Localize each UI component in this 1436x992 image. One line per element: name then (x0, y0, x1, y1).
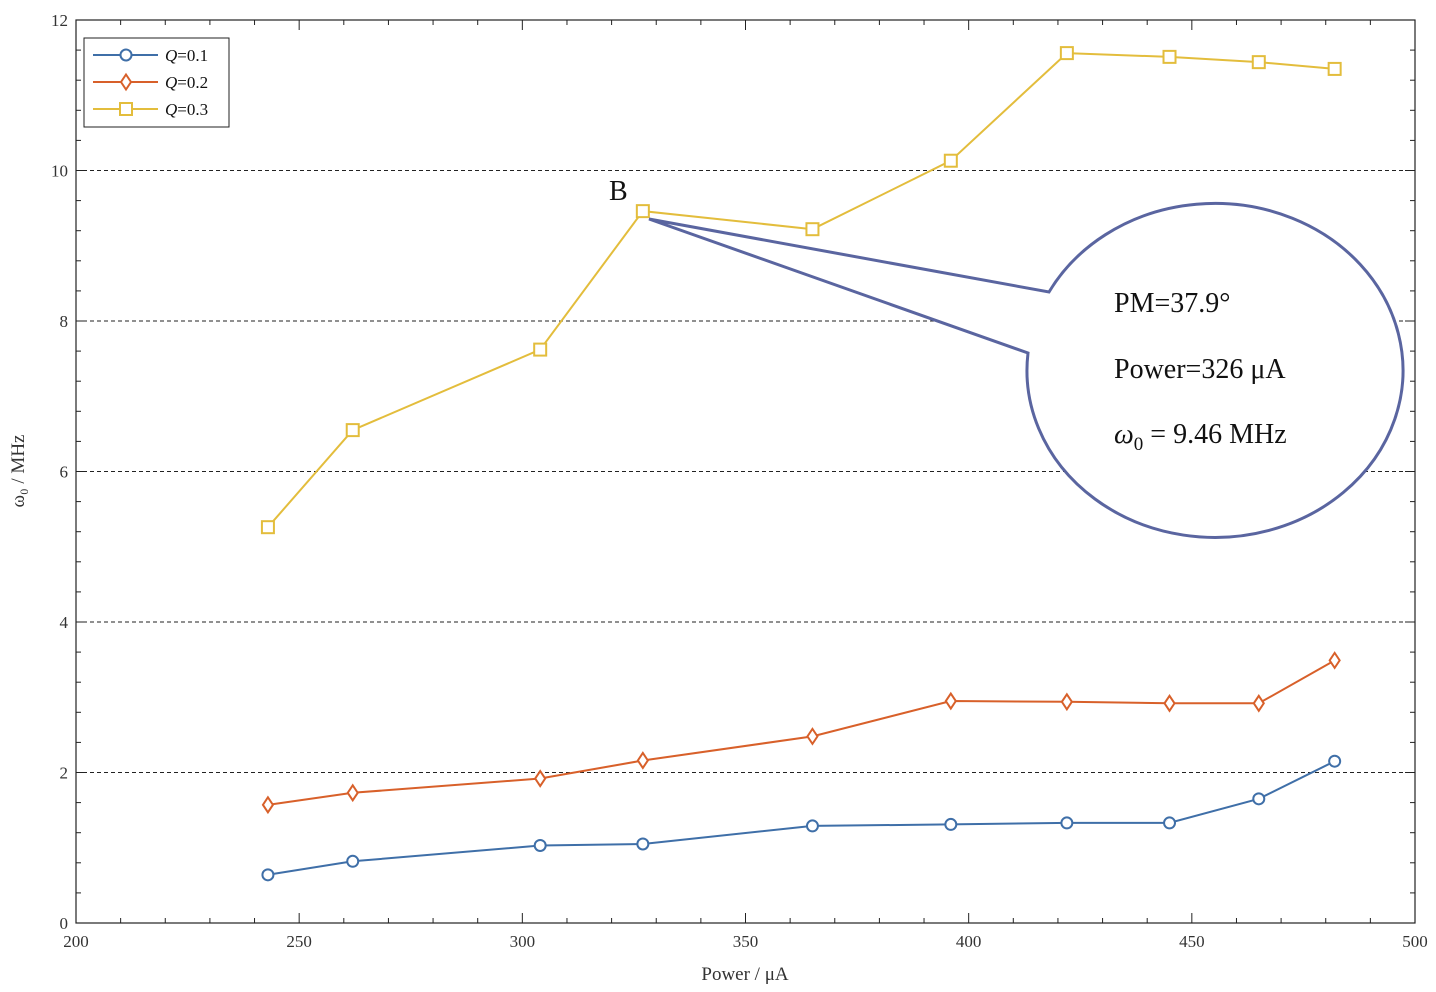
legend-marker-3 (119, 102, 133, 116)
callout-line-pm: PM=37.9° (1114, 288, 1230, 319)
y-tick-label-8: 8 (60, 312, 69, 331)
y-axis-title: ω₀ / MHz (8, 435, 29, 508)
y-tick-label-6: 6 (60, 463, 69, 482)
data-point-2-5 (806, 727, 819, 746)
series-line-2 (267, 659, 1336, 806)
data-point-2-10 (1328, 651, 1341, 670)
series-1 (261, 754, 1342, 882)
y-tick-label-12: 12 (51, 11, 68, 30)
data-point-3-10 (1327, 61, 1342, 76)
series-line-1 (267, 760, 1336, 876)
data-point-2-3 (533, 769, 547, 788)
series-2 (261, 651, 1341, 815)
data-point-1-1 (261, 868, 275, 882)
data-point-1-6 (944, 817, 958, 831)
data-point-1-10 (1328, 754, 1342, 768)
legend-label-1: Q=0.1 (165, 46, 208, 65)
plot-frame (75, 19, 1416, 924)
callout-line-omega: ω0 = 9.46 MHz (1114, 419, 1287, 455)
legend-marker-2 (119, 72, 133, 92)
tick-labels: 0 2 4 6 8 10 12 200 250 300 350 400 450 500 (51, 11, 1428, 951)
data-point-2-4 (636, 751, 650, 770)
x-tick-label-200: 200 (63, 932, 89, 951)
data-point-2-2 (346, 783, 359, 803)
data-point-3-2 (345, 423, 360, 438)
data-point-1-9 (1252, 792, 1266, 806)
callout-bubble (648, 201, 1405, 539)
data-point-2-8 (1163, 693, 1176, 713)
data-point-1-4 (636, 837, 650, 851)
data-point-1-8 (1163, 816, 1177, 830)
data-point-1-2 (346, 854, 360, 868)
data-point-2-9 (1252, 693, 1265, 713)
data-point-1-3 (533, 838, 547, 852)
x-axis-title: Power / μA (701, 964, 789, 985)
data-point-3-5 (805, 222, 820, 237)
data-point-3-3 (533, 342, 548, 357)
point-label-b: B (609, 176, 628, 207)
legend: Q=0.1 Q=0.2 Q=0.3 (83, 37, 230, 128)
data-point-1-7 (1060, 816, 1074, 830)
y-tick-label-10: 10 (51, 162, 68, 181)
data-point-1-5 (805, 819, 819, 833)
x-tick-label-250: 250 (286, 932, 312, 951)
legend-marker-1 (119, 48, 133, 62)
data-point-2-1 (261, 795, 275, 815)
legend-label-3: Q=0.3 (165, 100, 208, 119)
x-tick-label-350: 350 (733, 932, 759, 951)
callout-line-power: Power=326 μA (1114, 354, 1286, 385)
data-point-3-4 (635, 204, 650, 219)
y-tick-label-2: 2 (60, 764, 69, 783)
x-tick-label-300: 300 (510, 932, 536, 951)
x-tick-label-400: 400 (956, 932, 982, 951)
series-3 (260, 46, 1342, 535)
series-group (260, 46, 1342, 882)
data-point-3-8 (1162, 49, 1177, 64)
series-line-3 (267, 52, 1335, 528)
y-tick-label-0: 0 (60, 914, 69, 933)
x-tick-label-500: 500 (1402, 932, 1428, 951)
data-point-2-6 (944, 691, 958, 711)
data-point-2-7 (1060, 692, 1074, 712)
legend-label-2: Q=0.2 (165, 73, 208, 92)
y-tick-label-4: 4 (60, 613, 69, 632)
data-point-3-9 (1251, 55, 1266, 70)
data-point-3-1 (260, 520, 275, 535)
callout-annotation: B PM=37.9° Power=326 μA ω0 = 9.46 MHz (609, 176, 1405, 539)
data-point-3-7 (1059, 46, 1074, 61)
x-tick-label-450: 450 (1179, 932, 1205, 951)
data-point-3-6 (943, 153, 958, 168)
